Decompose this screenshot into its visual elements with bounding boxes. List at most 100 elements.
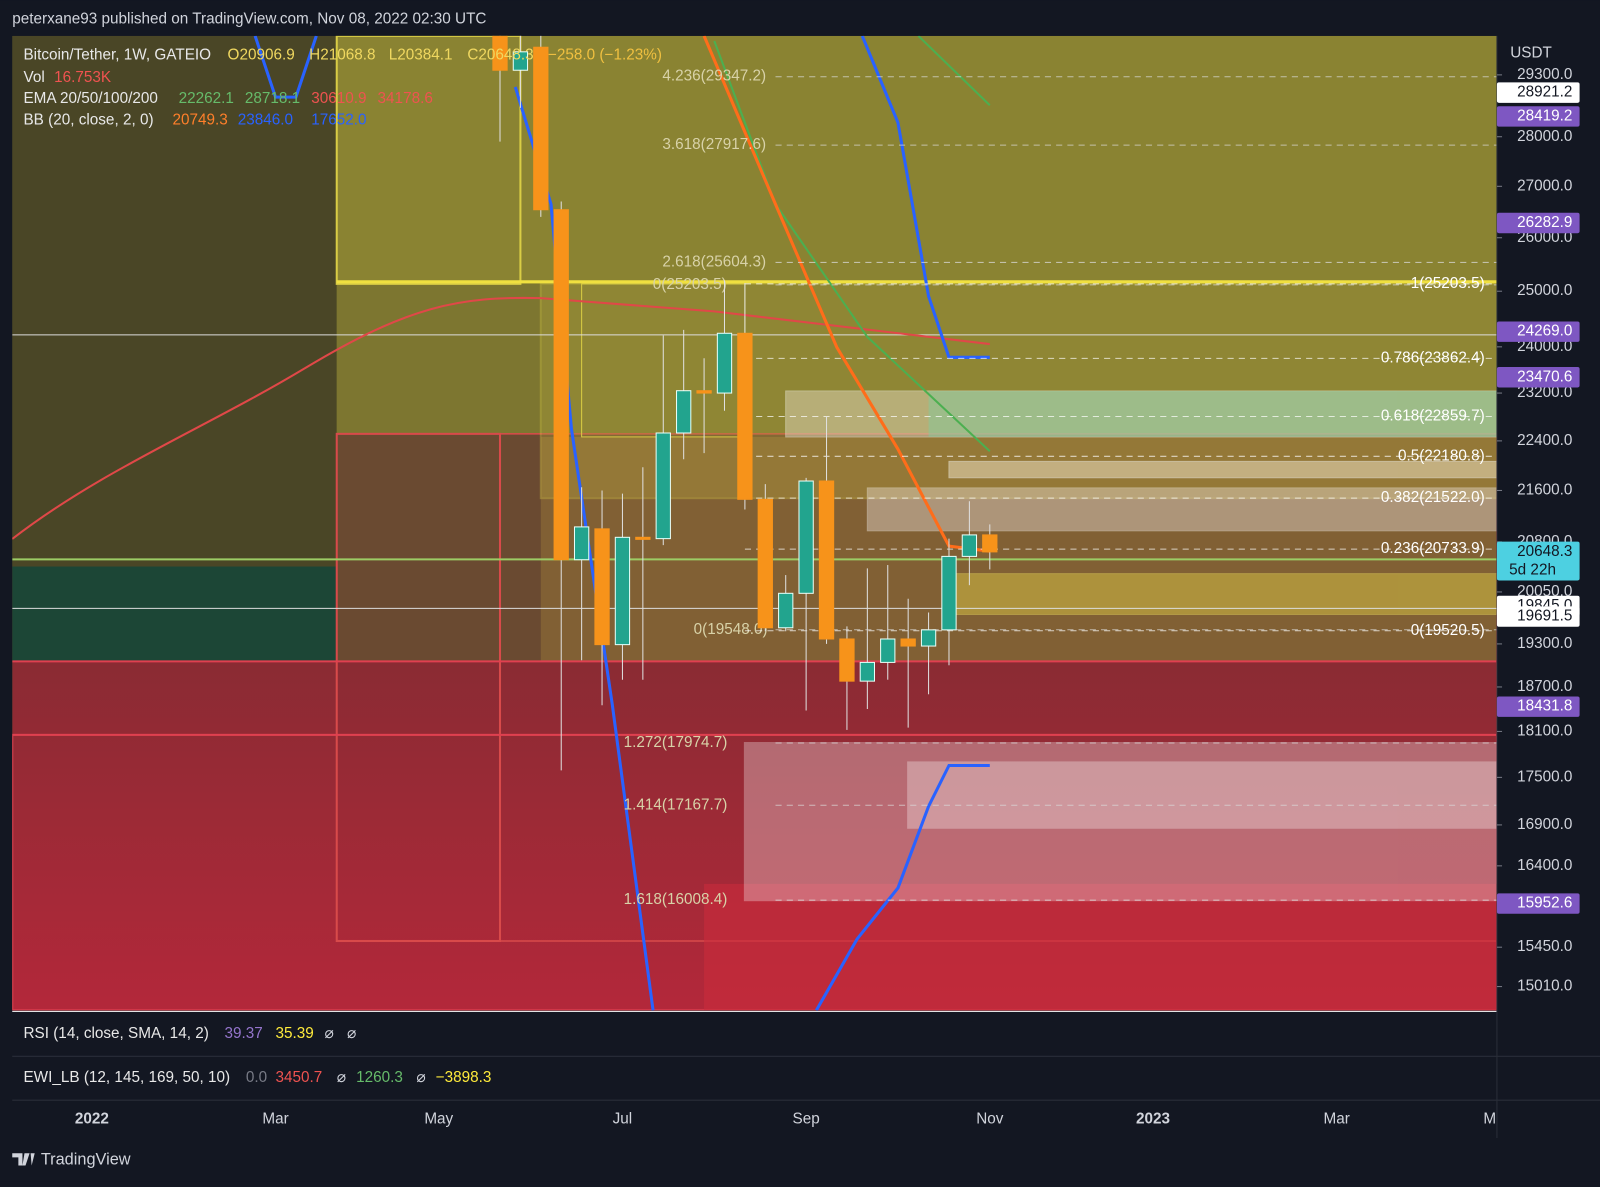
y-tick-label: 16400.0: [1517, 857, 1572, 874]
zone-box: [866, 487, 1497, 532]
fib-label: 1.618(16008.4): [624, 891, 728, 908]
candle-body: [512, 51, 529, 71]
fib-label: 1.272(17974.7): [624, 734, 728, 751]
y-tick-label: 19300.0: [1517, 635, 1572, 652]
candle-body: [573, 526, 590, 561]
byline: peterxane93 published on TradingView.com…: [12, 11, 486, 28]
price-tag-label: 24269.0: [1517, 323, 1572, 340]
y-tick-label: 17500.0: [1517, 768, 1572, 785]
price-tag-label: 18431.8: [1517, 698, 1572, 715]
candle-body: [492, 35, 508, 71]
fib-label: 0(25203.5): [653, 276, 727, 293]
candle-body: [614, 536, 631, 646]
fib-label: 0.5(22180.8): [1398, 447, 1485, 464]
zone: [12, 35, 337, 567]
legend-text: 30610.9: [311, 90, 366, 107]
candle-body: [920, 629, 937, 647]
candle-body: [553, 209, 569, 561]
x-tick-label: M: [1483, 1111, 1496, 1128]
y-tick-label: 15010.0: [1517, 978, 1572, 995]
candle-body: [818, 480, 835, 640]
candle-body: [900, 638, 916, 647]
ema-100-line: [713, 40, 991, 452]
y-tick-label: 28000.0: [1517, 128, 1572, 145]
candle-body: [961, 534, 978, 557]
legend-text: −3898.3: [436, 1069, 492, 1086]
price-axis: 29300.028000.027000.026000.025000.024000…: [1496, 66, 1580, 995]
candle-body: [594, 528, 610, 646]
candle-body: [941, 555, 957, 631]
x-tick-label: 2023: [1136, 1111, 1170, 1128]
ohlc-label: L20384.1: [389, 46, 453, 63]
price-tag: [1496, 82, 1580, 103]
price-tag: [1496, 893, 1580, 914]
candle-body: [716, 332, 733, 394]
fib-label: 0.618(22859.7): [1381, 408, 1485, 425]
brand-logo: [12, 1153, 35, 1166]
candle-body: [778, 592, 794, 629]
legend-text: 16.753K: [54, 69, 112, 86]
fib-label: 0(19520.5): [1411, 622, 1485, 639]
zone: [12, 566, 337, 662]
y-tick-label: 25000.0: [1517, 282, 1572, 299]
price-tag: [1496, 696, 1580, 717]
zone: [336, 35, 1497, 284]
zone-box: [743, 742, 1497, 902]
y-tick-label: 21600.0: [1517, 482, 1572, 499]
legend-text: RSI (14, close, SMA, 14, 2): [23, 1025, 208, 1042]
fib-label: 0.786(23862.4): [1381, 349, 1485, 366]
zone: [336, 283, 1497, 437]
candle-body: [696, 390, 712, 394]
price-tag: [1496, 212, 1580, 234]
price-tag: [1496, 321, 1580, 342]
candle-body: [635, 536, 651, 540]
legend-text: 0.0: [246, 1069, 267, 1086]
legend-text: EWI_LB (12, 145, 169, 50, 10): [23, 1069, 230, 1086]
x-tick-label: 2022: [75, 1111, 109, 1128]
candle-body: [798, 480, 814, 594]
ohlc-label: H21068.8: [309, 46, 375, 63]
y-tick-label: 29300.0: [1517, 66, 1572, 83]
zone-box: [335, 35, 522, 285]
x-tick-label: Sep: [793, 1111, 820, 1128]
axis-unit: USDT: [1510, 44, 1552, 61]
legend-text: 17652.0: [311, 112, 366, 129]
price-tag: [1496, 106, 1580, 127]
fib-levels: 4.236(29347.2) 3.618(27917.6) 2.618(25604.…: [624, 68, 1497, 908]
bb-basis-line: [702, 35, 990, 553]
x-tick-label: Jul: [613, 1111, 633, 1128]
y-tick-label: 23200.0: [1517, 384, 1572, 401]
y-tick-label: 27000.0: [1517, 177, 1572, 194]
price-tag-label: 28419.2: [1517, 108, 1572, 125]
labels: Bitcoin/Tether, 1W, GATEIO O20906.9 H21068…: [23, 46, 1496, 1127]
zone: [704, 883, 1497, 1011]
legend-text: 39.37: [224, 1025, 262, 1042]
y-tick-label: 15450.0: [1517, 938, 1572, 955]
candle-body: [533, 46, 549, 211]
candle-body: [737, 332, 753, 500]
legend-text: 20749.3: [172, 112, 227, 129]
ema-200-line: [12, 296, 990, 540]
zone-box: [948, 573, 1497, 615]
candle-body: [859, 661, 875, 682]
x-tick-label: May: [424, 1111, 453, 1128]
price-tag-label: 15952.6: [1517, 895, 1572, 912]
candles: [492, 35, 998, 771]
legend-text: 35.39: [276, 1025, 314, 1042]
zone-box: [907, 761, 1497, 829]
symbol: Bitcoin/Tether, 1W, GATEIO: [23, 46, 211, 63]
legend-text: Vol: [23, 69, 44, 86]
legend-text: 3450.7: [276, 1069, 323, 1086]
fib-label: 0.236(20733.9): [1381, 540, 1485, 557]
legend-text: ⌀: [416, 1069, 425, 1086]
candle-body: [880, 638, 896, 663]
countdown: 5d 22h: [1509, 561, 1556, 578]
fib-label: 3.618(27917.6): [662, 136, 766, 153]
ohlc-label: C20648.3: [467, 46, 533, 63]
legend-text: 1260.3: [356, 1069, 403, 1086]
price-tag-label: 28921.2: [1517, 84, 1572, 101]
price-tag: [1496, 606, 1580, 627]
ohlc-label: O20906.9: [228, 46, 295, 63]
legend-text: 28718.1: [245, 90, 300, 107]
